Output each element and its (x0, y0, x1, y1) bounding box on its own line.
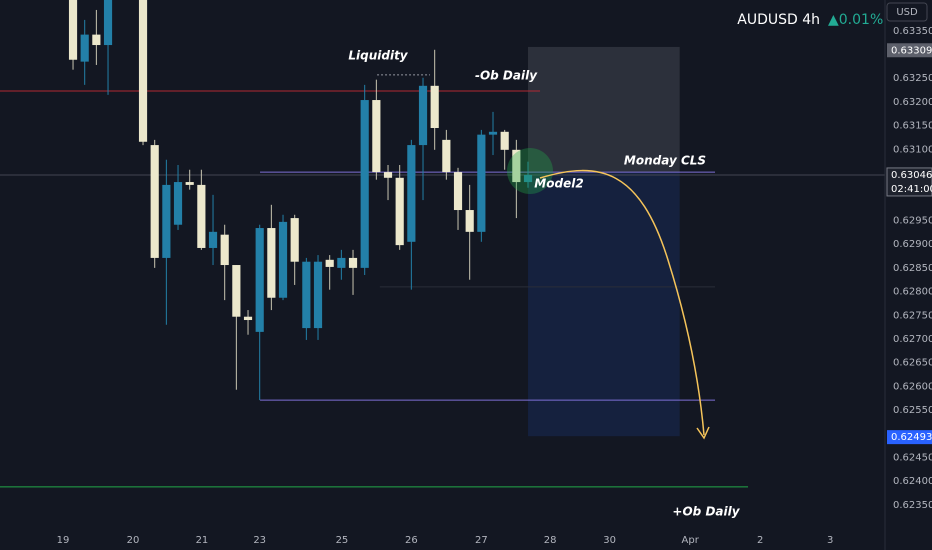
price-badge-label: 0.63046 (891, 170, 932, 181)
candle-body (488, 131, 498, 135)
x-tick-label: 26 (405, 535, 418, 546)
x-tick-label: 28 (544, 535, 557, 546)
y-tick-label: 0.62800 (893, 287, 932, 298)
annotation: +Ob Daily (672, 505, 740, 519)
candle-body (278, 221, 288, 298)
y-tick-label: 0.63200 (893, 97, 932, 108)
y-tick-label: 0.62350 (893, 500, 932, 511)
candle-body (453, 172, 463, 211)
zone (528, 46, 680, 173)
x-tick-label: 21 (196, 535, 209, 546)
levels (0, 74, 885, 488)
candles (68, 0, 533, 401)
candle-body (197, 184, 206, 248)
candle-body (313, 261, 323, 329)
annotation: Model2 (534, 177, 583, 191)
candle-body (430, 85, 439, 129)
candle-body (232, 265, 241, 317)
candle-body (103, 0, 113, 46)
candle-body (372, 100, 381, 173)
zone (528, 172, 680, 437)
candle-body (267, 228, 276, 298)
price-timer: 02:41:00 (891, 184, 932, 195)
x-tick-label: 19 (57, 535, 70, 546)
annotation: -Ob Daily (475, 69, 538, 83)
axes: 0.63350 0.63250 0.63200 0.63150 0.63100 0.629… (57, 0, 932, 550)
candle-body (407, 145, 416, 242)
candle-body (325, 259, 334, 267)
y-tick-label: 0.63150 (893, 121, 932, 132)
currency: USD (896, 7, 918, 18)
candle-body (348, 257, 358, 268)
y-tick-label: 0.62400 (893, 476, 932, 487)
currency-badge[interactable] (886, 2, 928, 22)
price-badge-label: 0.63309 (891, 45, 932, 56)
candle-body (465, 210, 474, 232)
candle-body (243, 316, 253, 321)
candle-body (208, 231, 218, 248)
change: ▲0.01% (828, 12, 883, 28)
zones (528, 46, 680, 437)
y-tick-label: 0.62600 (893, 381, 932, 392)
candle-body (138, 0, 148, 142)
projection-curve (539, 169, 705, 436)
y-tick-label: 0.62750 (893, 310, 932, 321)
y-tick-label: 0.62650 (893, 358, 932, 369)
candle-body (360, 100, 369, 268)
x-tick-label: 2 (757, 535, 763, 546)
projection-arrow (696, 426, 710, 440)
annotation: Monday CLS (624, 154, 706, 168)
y-tick-label: 0.62900 (893, 239, 932, 250)
candle-body (220, 234, 229, 266)
x-tick-label: Apr (682, 535, 700, 546)
candle-body (523, 174, 533, 183)
candle-body (255, 228, 264, 332)
candle-body (337, 257, 346, 268)
x-tick-label: 27 (475, 535, 488, 546)
y-tick-label: 0.63100 (893, 144, 932, 155)
x-tick-label: 30 (603, 535, 616, 546)
y-tick-label: 0.63250 (893, 73, 932, 84)
y-tick-label: 0.62700 (893, 334, 932, 345)
annotation: Liquidity (348, 49, 408, 63)
candle-body (500, 131, 509, 150)
x-tick-label: 20 (127, 535, 140, 546)
candle-body (290, 218, 299, 262)
candle-body (302, 261, 311, 329)
candle-body (150, 145, 159, 258)
candle-body (162, 184, 171, 258)
y-tick-label: 0.62450 (893, 453, 932, 464)
y-tick-label: 0.62950 (893, 215, 932, 226)
x-tick-label: 25 (336, 535, 349, 546)
x-tick-label: 3 (827, 535, 833, 546)
candle-body (395, 177, 404, 246)
candle-body (185, 182, 194, 185)
candle-body (68, 0, 78, 60)
candle-body (477, 134, 486, 232)
highlight-circle (507, 148, 553, 194)
y-tick-label: 0.62550 (893, 405, 932, 416)
price-badge (887, 43, 932, 58)
price-badge-label: 0.62493 (891, 432, 932, 443)
candle-body (173, 182, 183, 225)
candle-body (92, 34, 101, 46)
symbol: AUDUSD 4h (737, 12, 820, 28)
y-tick-label: 0.62850 (893, 263, 932, 274)
price-badge (886, 167, 932, 197)
y-tick-label: 0.63350 (893, 26, 932, 37)
candle-body (418, 85, 428, 146)
x-tick-label: 23 (253, 535, 266, 546)
candle-body (80, 34, 89, 62)
price-badge (887, 430, 932, 445)
candle-body (442, 139, 451, 173)
candle-body (383, 172, 393, 178)
candle-body (512, 149, 521, 183)
